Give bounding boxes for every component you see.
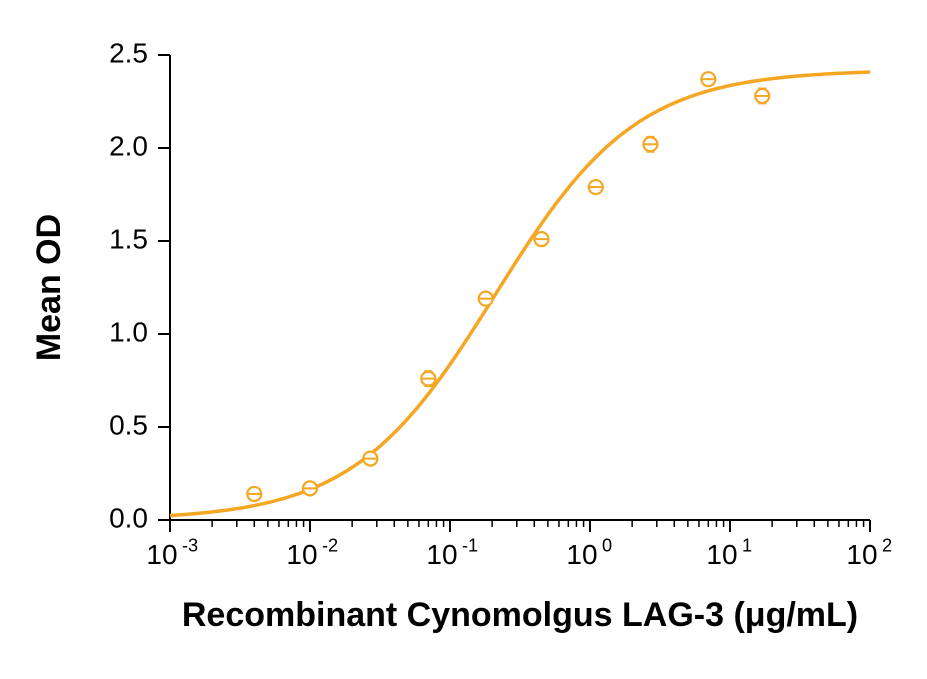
x-tick-label: 10-1: [426, 535, 478, 570]
x-tick-label: 100: [566, 535, 612, 570]
chart-container: 0.00.51.01.52.02.510-310-210-1100101102M…: [0, 0, 927, 679]
x-tick-label: 101: [706, 535, 752, 570]
x-tick-label: 10-2: [286, 535, 338, 570]
x-tick-label: 10-3: [146, 535, 198, 570]
y-tick-label: 0.5: [109, 409, 148, 440]
svg-text:-2: -2: [322, 535, 338, 555]
x-tick-label: 102: [846, 535, 892, 570]
svg-text:10: 10: [706, 539, 737, 570]
svg-text:10: 10: [426, 539, 457, 570]
fit-curve: [170, 72, 870, 515]
x-axis-label: Recombinant Cynomolgus LAG-3 (μg/mL): [182, 596, 858, 634]
y-tick-label: 2.5: [109, 37, 148, 68]
svg-text:-3: -3: [182, 535, 198, 555]
svg-text:1: 1: [742, 535, 752, 555]
axes: 0.00.51.01.52.02.510-310-210-1100101102: [109, 37, 892, 570]
y-tick-label: 1.5: [109, 223, 148, 254]
y-tick-label: 1.0: [109, 316, 148, 347]
y-axis-label: Mean OD: [30, 214, 68, 361]
svg-text:-1: -1: [462, 535, 478, 555]
svg-text:2: 2: [882, 535, 892, 555]
svg-text:10: 10: [566, 539, 597, 570]
data-points: [247, 72, 769, 501]
svg-text:10: 10: [286, 539, 317, 570]
svg-text:0: 0: [602, 535, 612, 555]
y-tick-label: 0.0: [109, 502, 148, 533]
svg-text:10: 10: [846, 539, 877, 570]
dose-response-chart: 0.00.51.01.52.02.510-310-210-1100101102M…: [0, 0, 927, 679]
svg-text:10: 10: [146, 539, 177, 570]
y-tick-label: 2.0: [109, 130, 148, 161]
